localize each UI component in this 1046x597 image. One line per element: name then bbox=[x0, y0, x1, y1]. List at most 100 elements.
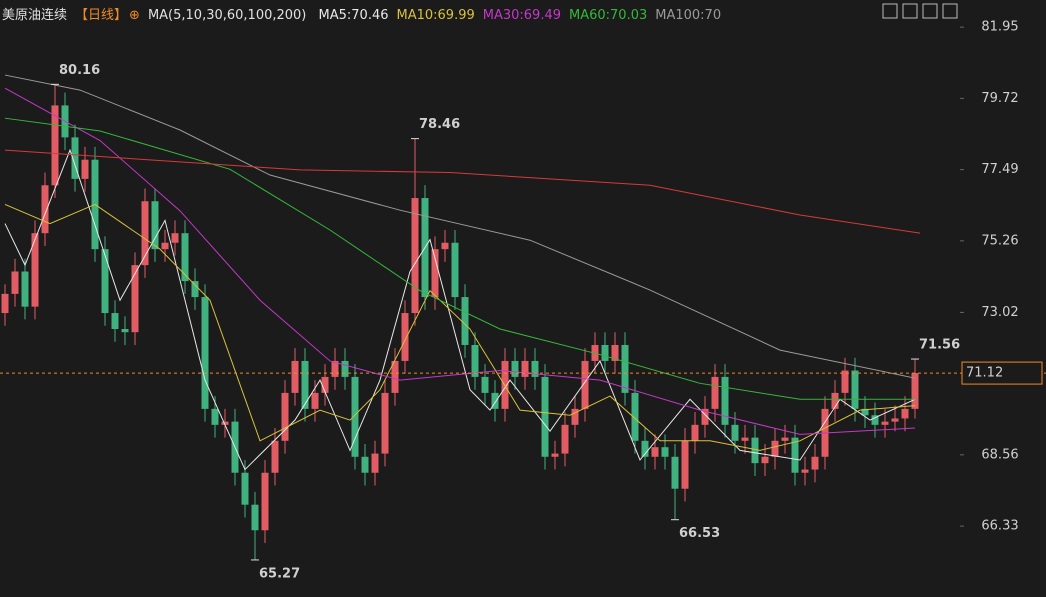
candle-body bbox=[491, 392, 499, 409]
candle-body bbox=[361, 456, 369, 473]
last-price-box bbox=[961, 361, 1043, 385]
candle-body bbox=[51, 105, 59, 186]
candle-body bbox=[71, 137, 79, 179]
candle-body bbox=[551, 453, 559, 457]
candle-body bbox=[441, 242, 449, 250]
candle-body bbox=[41, 185, 49, 234]
candle-body bbox=[681, 440, 689, 489]
header: 美原油连续 【日线】 ⊕ MA(5,10,30,60,100,200) MA5:70.… bbox=[2, 4, 729, 23]
candle-body bbox=[251, 504, 259, 531]
ma-line bbox=[4, 148, 916, 471]
candle-body bbox=[391, 360, 399, 393]
candle-body bbox=[571, 408, 579, 425]
tool-icon[interactable] bbox=[902, 3, 918, 19]
candle-body bbox=[351, 376, 359, 457]
ma-line bbox=[4, 87, 916, 435]
candle-body bbox=[731, 424, 739, 441]
candle-body bbox=[891, 418, 899, 422]
annotation: 65.27 bbox=[259, 566, 300, 581]
candle-body bbox=[851, 370, 859, 409]
candle-body bbox=[631, 392, 639, 441]
tool-icon[interactable] bbox=[922, 3, 938, 19]
candle-body bbox=[711, 376, 719, 409]
candle-body bbox=[601, 344, 609, 361]
legend-entry: MA10:69.99 bbox=[396, 8, 475, 23]
candle-body bbox=[911, 373, 919, 409]
candle-body bbox=[741, 437, 749, 441]
candle-body bbox=[511, 360, 519, 377]
y-tick-label: 75.26 bbox=[981, 233, 1018, 248]
candle-body bbox=[761, 456, 769, 464]
annotation: 78.46 bbox=[419, 117, 460, 132]
candle-body bbox=[131, 265, 139, 333]
candle-body bbox=[81, 159, 89, 179]
candle-body bbox=[111, 313, 119, 330]
candle-body bbox=[311, 392, 319, 409]
y-tick-label: 66.33 bbox=[981, 519, 1018, 534]
candle-body bbox=[321, 376, 329, 393]
ma-line bbox=[4, 203, 916, 451]
candle-body bbox=[471, 344, 479, 377]
candle-body bbox=[701, 408, 709, 425]
candle-body bbox=[841, 370, 849, 393]
period[interactable]: 【日线】 bbox=[75, 8, 128, 23]
y-tick-label: 73.02 bbox=[981, 305, 1018, 320]
indicator[interactable]: MA(5,10,30,60,100,200) bbox=[147, 8, 307, 23]
candle-body bbox=[401, 313, 409, 361]
candle-body bbox=[521, 360, 529, 377]
candle-body bbox=[271, 440, 279, 473]
ma-line bbox=[4, 149, 921, 234]
candle-body bbox=[811, 456, 819, 470]
legend-entry: MA60:70.03 bbox=[569, 8, 648, 23]
candle-body bbox=[781, 437, 789, 441]
candle-body bbox=[791, 437, 799, 473]
candle-body bbox=[21, 271, 29, 307]
candle-body bbox=[751, 437, 759, 464]
ma-line bbox=[4, 117, 915, 400]
candle-body bbox=[481, 376, 489, 393]
candle-body bbox=[531, 360, 539, 377]
candle-body bbox=[241, 472, 249, 505]
ma-line bbox=[4, 74, 916, 379]
tool-icon[interactable] bbox=[882, 3, 898, 19]
candle-body bbox=[281, 392, 289, 441]
candle-body bbox=[611, 344, 619, 361]
candle-body bbox=[121, 329, 129, 333]
candle-body bbox=[261, 472, 269, 531]
candle-body bbox=[721, 376, 729, 425]
candle-body bbox=[661, 447, 669, 457]
candle-body bbox=[621, 344, 629, 393]
candle-body bbox=[651, 447, 659, 457]
candle-body bbox=[881, 421, 889, 425]
candle-body bbox=[381, 392, 389, 454]
candle-body bbox=[151, 201, 159, 250]
candle-body bbox=[291, 360, 299, 393]
candle-body bbox=[161, 242, 169, 250]
annotation: 71.56 bbox=[919, 338, 960, 353]
candle-body bbox=[831, 392, 839, 409]
candle-body bbox=[371, 453, 379, 473]
candle-body bbox=[181, 233, 189, 282]
candle-body bbox=[31, 233, 39, 307]
candle-body bbox=[171, 233, 179, 243]
candle-body bbox=[101, 249, 109, 314]
y-tick-label: 79.72 bbox=[981, 91, 1018, 106]
tool-icon[interactable] bbox=[942, 3, 958, 19]
candle-body bbox=[141, 201, 149, 266]
legend-entry: MA30:69.49 bbox=[482, 8, 561, 23]
add-icon[interactable]: ⊕ bbox=[129, 8, 140, 23]
candle-body bbox=[871, 415, 879, 425]
annotation: 80.16 bbox=[59, 63, 100, 78]
candle-body bbox=[861, 408, 869, 416]
legend-entry: MA100:70 bbox=[655, 8, 722, 23]
candle-body bbox=[331, 360, 339, 377]
candle-body bbox=[641, 440, 649, 457]
toolbar bbox=[882, 3, 958, 19]
instrument: 美原油连续 bbox=[2, 8, 68, 23]
candle-body bbox=[201, 297, 209, 409]
candle-body bbox=[11, 271, 19, 294]
candle-body bbox=[301, 360, 309, 409]
candle-body bbox=[561, 424, 569, 454]
y-tick-label: 68.56 bbox=[981, 447, 1018, 462]
